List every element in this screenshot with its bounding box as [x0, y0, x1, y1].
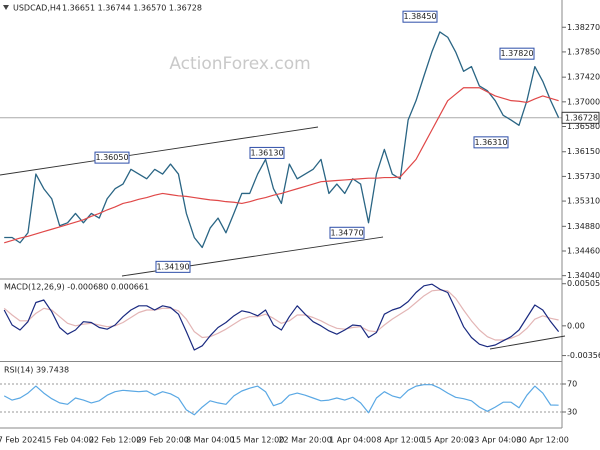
y-tick-label: 0.005054: [567, 279, 600, 288]
series-line: [3, 384, 559, 416]
price-annotation: 1.38450: [403, 12, 436, 21]
last-price-box: [561, 111, 600, 124]
x-tick-label: 8 Mar 04:00: [186, 436, 234, 445]
series-line: [3, 283, 560, 351]
price-annotation: 1.36130: [250, 148, 283, 157]
y-tick-label: 70: [567, 380, 577, 389]
x-tick-label: 22 Feb 12:00: [89, 436, 141, 445]
price-annotation-box: [499, 47, 535, 60]
price-annotation-box: [249, 146, 285, 159]
y-tick-label: 1.34880: [567, 222, 600, 231]
price-annotation-box: [473, 136, 509, 149]
x-tick-label: 29 Feb 20:00: [136, 436, 188, 445]
x-tick-label: 7 Feb 2024: [0, 436, 42, 445]
price-annotation-box: [155, 260, 191, 273]
price-annotation-box: [329, 226, 365, 239]
y-tick-label: 1.37420: [567, 73, 600, 82]
x-tick-label: 15 Apr 20:00: [422, 436, 474, 445]
x-tick-label: 1 Apr 04:00: [329, 436, 376, 445]
y-tick-label: -0.003569: [567, 351, 600, 360]
price-annotation: 1.34190: [156, 262, 189, 271]
price-annotation-box: [402, 10, 438, 23]
price-annotation: 1.36310: [474, 138, 507, 147]
y-tick-label: 1.34460: [567, 246, 600, 255]
ohlc: 1.36651 1.36744 1.36570 1.36728: [62, 4, 202, 13]
y-tick-label: 0.00: [567, 321, 585, 330]
y-tick-label: 1.38270: [567, 23, 600, 32]
series-line: [4, 31, 560, 249]
series-line: [3, 289, 559, 341]
x-tick-label: 23 Apr 04:00: [469, 436, 521, 445]
x-tick-label: 15 Mar 12:00: [231, 436, 284, 445]
y-tick-label: 1.36580: [567, 122, 600, 131]
price-annotation: 1.34770: [330, 228, 363, 237]
y-tick-label: 1.37850: [567, 47, 600, 56]
series-line: [4, 87, 559, 244]
y-tick-label: 1.36150: [567, 147, 600, 156]
x-tick-label: 30 Apr 12:00: [517, 436, 569, 445]
x-tick-label: 8 Apr 12:00: [377, 436, 424, 445]
last-price-label: 1.36728: [565, 113, 598, 122]
symbol: USDCAD,H4: [13, 4, 61, 13]
y-tick-label: 30: [567, 408, 577, 417]
panel-title: RSI(14) 39.7438: [4, 366, 69, 375]
symbol-icon: [3, 5, 9, 10]
price-annotation: 1.37820: [500, 49, 533, 58]
price-annotation-box: [94, 151, 130, 164]
y-tick-label: 1.35310: [567, 197, 600, 206]
trend-line: [0, 126, 319, 176]
x-tick-label: 15 Feb 04:00: [41, 436, 93, 445]
panel-title: MACD(12,26,9) -0.000680 0.000661: [4, 283, 149, 292]
price-annotation: 1.36050: [95, 153, 128, 162]
y-tick-label: 1.34040: [567, 271, 600, 280]
y-tick-label: 1.35730: [567, 172, 600, 181]
trend-line: [489, 335, 566, 350]
watermark: ActionForex.com: [169, 54, 310, 74]
y-tick-label: 1.37000: [567, 97, 600, 106]
x-tick-label: 22 Mar 20:00: [278, 436, 331, 445]
